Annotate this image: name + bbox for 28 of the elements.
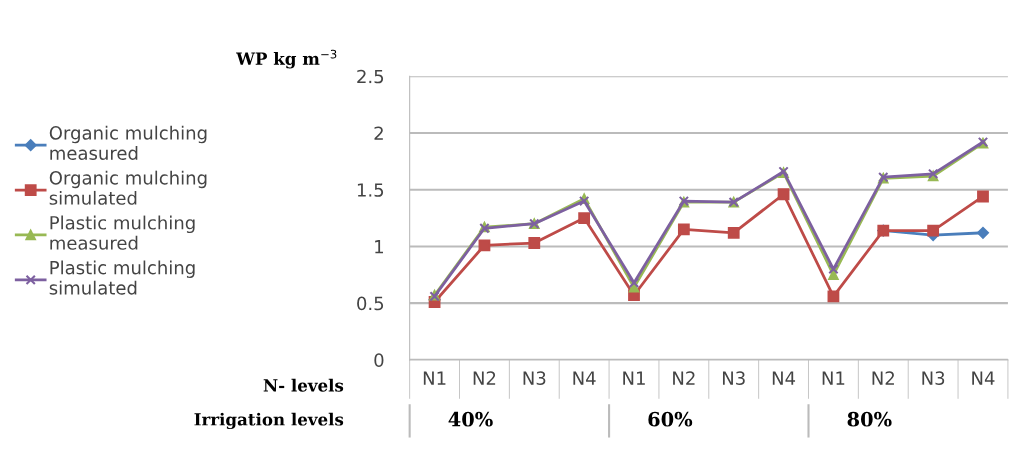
x-tick-label: N4 — [972, 371, 995, 385]
x-tick-label: N2 — [473, 371, 496, 385]
text: Irrigation levels — [194, 412, 344, 430]
y-tick-label: 1 — [375, 240, 383, 254]
x-tick-label: N3 — [922, 371, 945, 385]
x-tick-label: N3 — [523, 371, 546, 385]
text: 40% — [448, 411, 493, 427]
legend-label: Plastic mulching simulated — [49, 260, 195, 295]
text: 80% — [847, 411, 892, 427]
y-tick-label: 2 — [374, 126, 383, 140]
x-tick-label: N2 — [673, 371, 695, 385]
y-axis-title: WP kg m$^{−3}$ — [236, 49, 337, 69]
x-tick-label: N1 — [822, 371, 845, 385]
x-tick-label: N3 — [722, 371, 745, 385]
legend-label: Organic mulching simulated — [49, 170, 207, 205]
y-tick-label: 1.5 — [357, 183, 384, 197]
y-tick-label: 0 — [374, 353, 384, 368]
text: N- levels — [263, 378, 344, 392]
y-tick-label: 0.5 — [357, 296, 384, 311]
x-tick-label: N1 — [623, 371, 645, 385]
x-tick-label: N4 — [772, 371, 796, 385]
legend-label: Organic mulching measured — [49, 125, 207, 160]
x-tick-label: N1 — [423, 371, 446, 385]
x-tick-label: N2 — [872, 371, 894, 385]
legend-label: Plastic mulching measured — [50, 215, 195, 250]
text: 60% — [648, 411, 693, 427]
y-tick-label: 2.5 — [357, 69, 384, 84]
x-tick-label: N4 — [573, 371, 596, 385]
